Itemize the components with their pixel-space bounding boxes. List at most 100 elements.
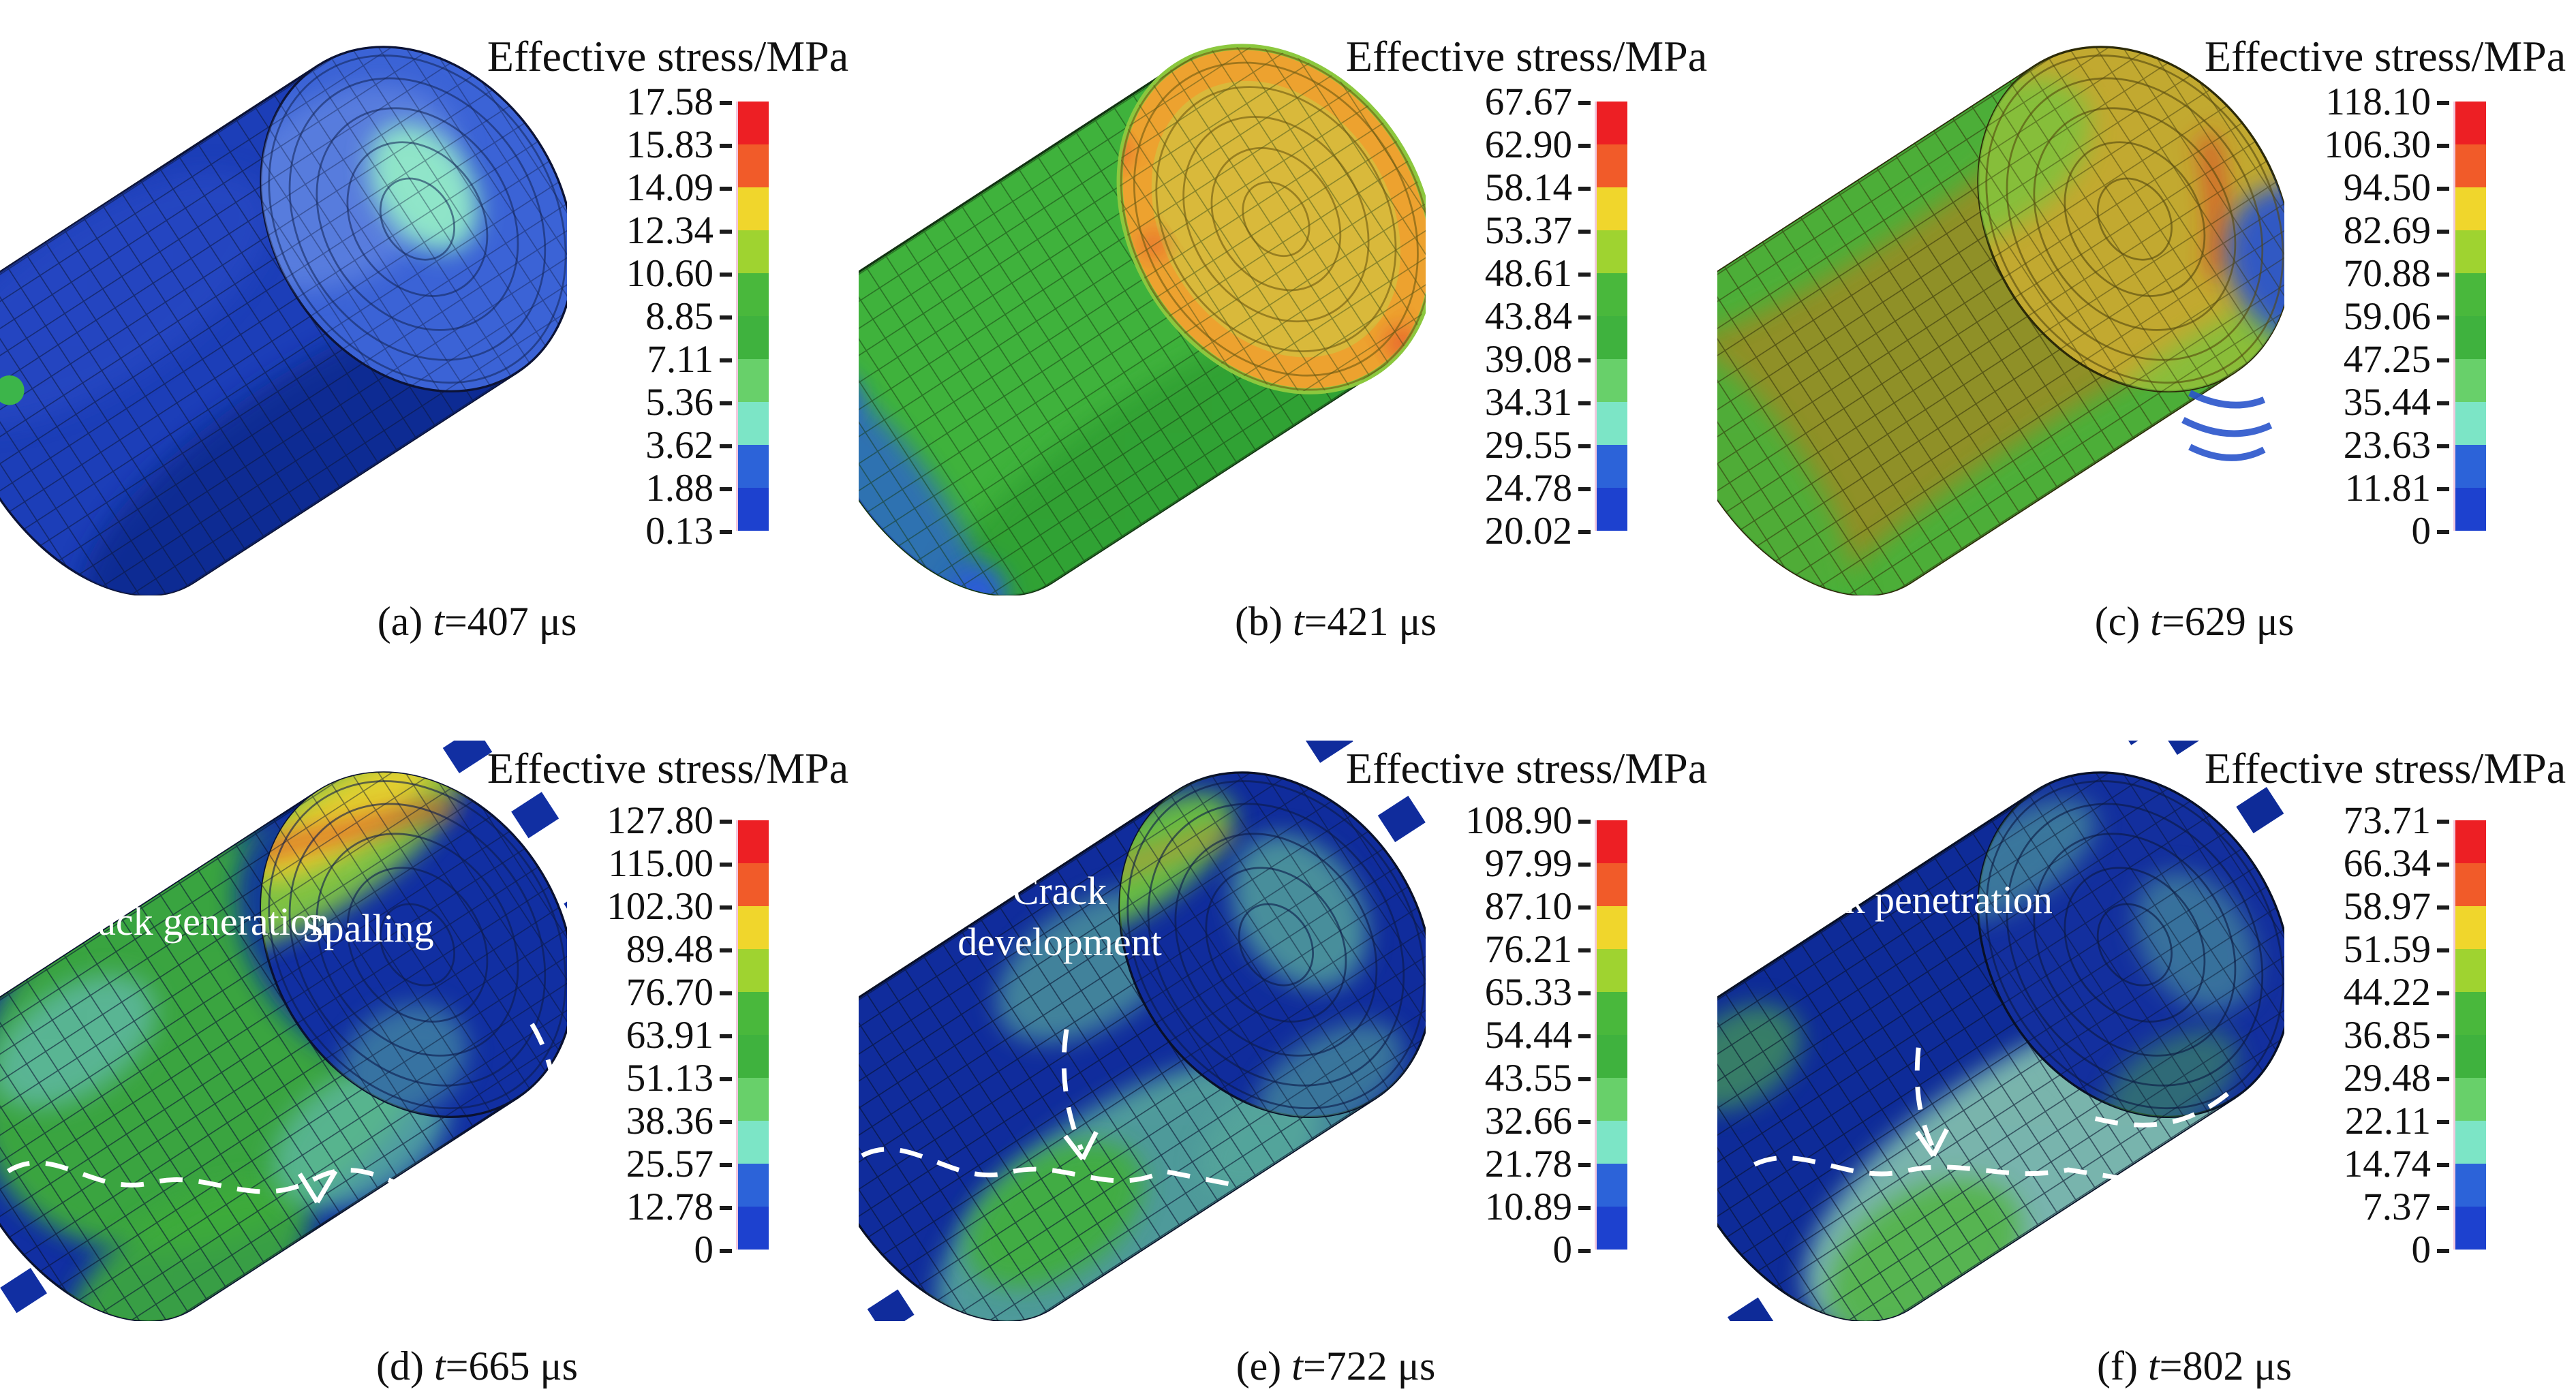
colorbar-tick: 7.11	[563, 338, 732, 381]
colorbar-tick: 47.25	[2280, 338, 2449, 381]
colorbar-tick: 63.91	[563, 1014, 732, 1057]
colorbar-tick: 15.83	[563, 123, 732, 166]
crack-line	[1753, 1047, 2232, 1182]
cylinder-c	[1717, 46, 2284, 595]
colorbar-tick: 29.55	[1422, 424, 1591, 467]
colorbar-ticks: 17.58 15.83 14.09 12.34 10.60 8.85 7.11 …	[563, 80, 732, 553]
fem-cylinder-f	[1717, 741, 2284, 1321]
colorbar-tick: 14.09	[563, 166, 732, 209]
colorbar-tick: 48.61	[1422, 252, 1591, 295]
crack-line	[7, 1023, 558, 1205]
colorbar-strip	[2453, 820, 2486, 1250]
colorbar-legend: Effective stress/MPa	[477, 743, 859, 794]
colorbar-tick: 0.13	[563, 510, 732, 553]
colorbar-tick: 102.30	[563, 885, 732, 928]
colorbar-tick: 38.36	[563, 1100, 732, 1143]
colorbar-tick: 25.57	[563, 1143, 732, 1185]
fem-cylinder-e	[859, 741, 1426, 1321]
fem-cylinder-b	[859, 44, 1426, 595]
colorbar-ticks: 73.71 66.34 58.97 51.59 44.22 36.85 29.4…	[2280, 799, 2449, 1271]
colorbar-tick: 8.85	[563, 295, 732, 338]
caption-variable: t	[1291, 1344, 1303, 1389]
caption-variable: t	[433, 599, 444, 644]
face-mesh-rings	[1126, 780, 1426, 1110]
colorbar-tick: 24.78	[1422, 467, 1591, 510]
colorbar-tick: 70.88	[2280, 252, 2449, 295]
colorbar-title: Effective stress/MPa	[1345, 32, 1708, 80]
caption-variable: t	[1292, 599, 1304, 644]
cylinder-f	[1717, 741, 2284, 1321]
colorbar-tick: 51.13	[563, 1057, 732, 1100]
cylinder-face	[224, 46, 567, 393]
crack-line	[861, 1029, 1241, 1189]
colorbar-legend: Effective stress/MPa	[1336, 743, 1717, 794]
cylinder-face	[1056, 771, 1426, 1141]
colorbar-tick: 7.37	[2280, 1185, 2449, 1228]
colorbar-tick: 76.21	[1422, 928, 1591, 971]
colorbar-tick: 58.14	[1422, 166, 1591, 209]
caption-e: (e) t=722 μs	[859, 1343, 1813, 1390]
caption-index: (b)	[1235, 599, 1293, 644]
colorbar-tick: 22.11	[2280, 1100, 2449, 1143]
fem-cylinder-a	[0, 46, 567, 595]
colorbar-tick: 29.48	[2280, 1057, 2449, 1100]
colorbar-tick: 10.60	[563, 252, 732, 295]
colorbar-tick: 21.78	[1422, 1143, 1591, 1185]
colorbar-ticks: 67.67 62.90 58.14 53.37 48.61 43.84 39.0…	[1422, 80, 1591, 553]
colorbar-tick: 32.66	[1422, 1100, 1591, 1143]
crack-arrows	[297, 1122, 547, 1204]
colorbar-tick: 106.30	[2280, 123, 2449, 166]
colorbar-tick: 115.00	[563, 842, 732, 885]
colorbar-tick: 20.02	[1422, 510, 1591, 553]
colorbar: 118.10 106.30 94.50 82.69 70.88 59.06 47…	[2280, 80, 2486, 553]
crack-arrows	[1915, 1128, 1949, 1158]
colorbar-tick: 76.70	[563, 971, 732, 1014]
caption-index: (c)	[2094, 599, 2151, 644]
caption-index: (f)	[2097, 1344, 2148, 1389]
caption-variable: t	[433, 1344, 446, 1389]
colorbar-tick: 82.69	[2280, 209, 2449, 252]
colorbar-tick: 0	[2280, 510, 2449, 553]
colorbar-tick: 36.85	[2280, 1014, 2449, 1057]
colorbar-tick: 89.48	[563, 928, 732, 971]
colorbar-tick: 67.67	[1422, 80, 1591, 123]
cylinder-b	[859, 44, 1426, 595]
colorbar-strip	[736, 820, 769, 1250]
colorbar-legend: Effective stress/MPa	[1336, 31, 1717, 82]
caption-index: (e)	[1236, 1344, 1292, 1389]
colorbar-tick: 59.06	[2280, 295, 2449, 338]
spall-rings	[2181, 390, 2273, 461]
colorbar-tick: 17.58	[563, 80, 732, 123]
colorbar-ticks: 127.80 115.00 102.30 89.48 76.70 63.91 5…	[563, 799, 732, 1271]
cylinder-a	[0, 46, 567, 595]
cylinder-face	[1937, 771, 2284, 1138]
colorbar-title: Effective stress/MPa	[2204, 744, 2566, 792]
colorbar-tick: 3.62	[563, 424, 732, 467]
colorbar-tick: 108.90	[1422, 799, 1591, 842]
colorbar-tick: 43.84	[1422, 295, 1591, 338]
cylinder-d	[0, 741, 567, 1321]
cylinder-face	[197, 741, 567, 1120]
fragments	[867, 741, 1426, 1321]
caption-value: =407 μs	[444, 599, 577, 644]
colorbar-tick: 118.10	[2280, 80, 2449, 123]
colorbar-tick: 0	[2280, 1228, 2449, 1271]
colorbar-tick: 23.63	[2280, 424, 2449, 467]
colorbar-tick: 0	[1422, 1228, 1591, 1271]
caption-f: (f) t=802 μs	[1717, 1343, 2576, 1390]
colorbar-legend: Effective stress/MPa	[2194, 31, 2576, 82]
colorbar-tick: 14.74	[2280, 1143, 2449, 1185]
colorbar-strip	[2453, 102, 2486, 531]
colorbar-tick: 10.89	[1422, 1185, 1591, 1228]
colorbar-strip	[1595, 820, 1627, 1250]
colorbar: 127.80 115.00 102.30 89.48 76.70 63.91 5…	[563, 799, 769, 1271]
fem-cylinder-d	[0, 741, 567, 1321]
colorbar-strip	[736, 102, 769, 531]
colorbar-tick: 12.78	[563, 1185, 732, 1228]
colorbar-title: Effective stress/MPa	[487, 32, 849, 80]
caption-value: =629 μs	[2161, 599, 2295, 644]
colorbar-tick: 73.71	[2280, 799, 2449, 842]
panel-f: Crack penetration Effective stress/MPa 7…	[1717, 698, 2576, 1396]
caption-value: =421 μs	[1304, 599, 1437, 644]
face-mesh-rings	[268, 55, 567, 384]
